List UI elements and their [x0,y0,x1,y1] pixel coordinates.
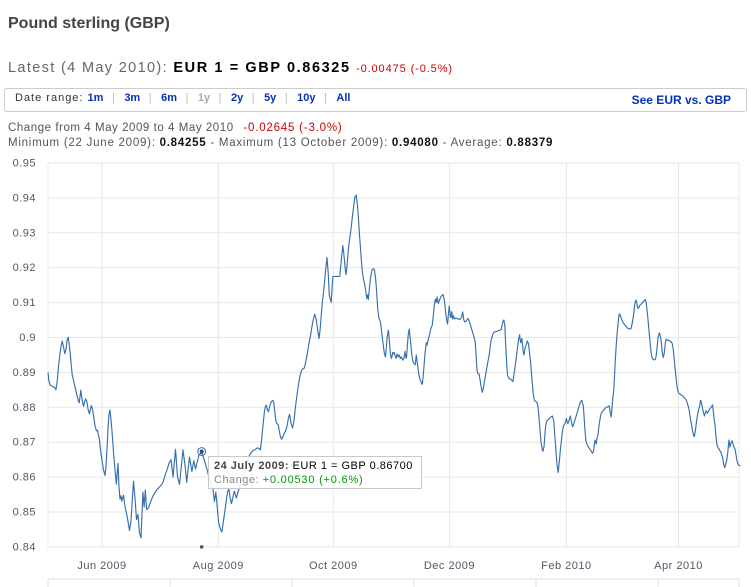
svg-text:0.86: 0.86 [13,472,36,484]
svg-text:0.85: 0.85 [13,507,36,519]
svg-text:0.89: 0.89 [13,367,36,379]
svg-text:Aug 2009: Aug 2009 [193,560,244,572]
svg-text:0.93: 0.93 [13,227,36,239]
svg-text:0.88: 0.88 [13,402,36,414]
svg-text:Jun 2009: Jun 2009 [77,560,126,572]
svg-text:Oct 2009: Oct 2009 [309,560,358,572]
svg-text:0.94: 0.94 [13,192,36,204]
svg-text:0.84: 0.84 [13,541,36,553]
svg-text:0.92: 0.92 [13,262,36,274]
svg-text:Feb 2010: Feb 2010 [541,560,591,572]
svg-text:0.9: 0.9 [19,332,36,344]
svg-text:0.87: 0.87 [13,437,36,449]
svg-text:0.95: 0.95 [13,158,36,170]
svg-text:Apr 2010: Apr 2010 [654,560,703,572]
svg-text:Dec 2009: Dec 2009 [424,560,475,572]
svg-text:0.91: 0.91 [13,297,36,309]
